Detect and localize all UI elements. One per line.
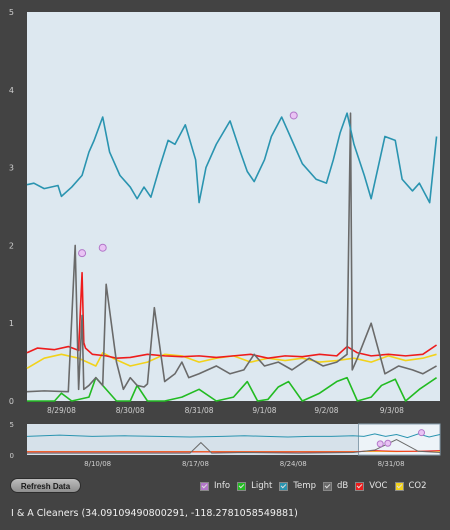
x-tick-label: 9/2/08 bbox=[314, 406, 338, 415]
legend: Info Light Temp dB VOC CO2 bbox=[200, 479, 434, 493]
plot-area bbox=[27, 12, 440, 401]
legend-checkbox[interactable] bbox=[394, 481, 404, 491]
x-tick-label: 9/3/08 bbox=[380, 406, 404, 415]
overview-x-tick-label: 8/24/08 bbox=[280, 460, 307, 468]
overview-info-marker[interactable] bbox=[384, 439, 392, 447]
legend-label: dB bbox=[336, 481, 349, 491]
overview-series-line-temp bbox=[26, 433, 441, 439]
overview-x-tick-label: 8/17/08 bbox=[182, 460, 209, 468]
y-tick-label: 1 bbox=[9, 319, 14, 328]
overview-x-tick-label: 8/10/08 bbox=[84, 460, 111, 468]
x-tick-label: 9/1/08 bbox=[252, 406, 276, 415]
overview-x-tick-label: 8/31/08 bbox=[378, 460, 405, 468]
location-label: I & A Cleaners (34.09109490800291, -118.… bbox=[11, 508, 298, 519]
y-tick-label: 4 bbox=[9, 86, 14, 95]
legend-item-info[interactable]: Info bbox=[200, 481, 230, 491]
legend-checkbox[interactable] bbox=[237, 481, 247, 491]
series-line-db bbox=[26, 112, 437, 393]
x-tick-label: 8/30/08 bbox=[116, 406, 145, 415]
legend-item-light[interactable]: Light bbox=[237, 481, 272, 491]
legend-item-voc[interactable]: VOC bbox=[355, 481, 388, 491]
overview-info-marker[interactable] bbox=[376, 440, 384, 448]
series-line-temp bbox=[26, 112, 438, 204]
legend-label: VOC bbox=[369, 481, 388, 491]
legend-label: CO2 bbox=[408, 481, 427, 491]
legend-label: Temp bbox=[293, 481, 316, 491]
series-line-voc bbox=[26, 271, 438, 360]
info-marker[interactable] bbox=[78, 249, 87, 258]
legend-item-temp[interactable]: Temp bbox=[279, 481, 316, 491]
legend-checkbox[interactable] bbox=[279, 481, 289, 491]
overview-series-line-db bbox=[27, 438, 441, 454]
overview-y-tick-label: 0 bbox=[10, 452, 14, 460]
legend-checkbox[interactable] bbox=[355, 481, 365, 491]
range-selector[interactable] bbox=[357, 423, 441, 456]
legend-item-co2[interactable]: CO2 bbox=[394, 481, 427, 491]
legend-item-db[interactable]: dB bbox=[322, 481, 349, 491]
y-tick-label: 2 bbox=[9, 241, 14, 250]
refresh-data-button[interactable]: Refresh Data bbox=[10, 478, 81, 493]
y-tick-label: 0 bbox=[9, 397, 14, 406]
legend-label: Light bbox=[251, 481, 273, 491]
legend-checkbox[interactable] bbox=[322, 481, 332, 491]
y-tick-label: 5 bbox=[9, 8, 14, 17]
main-chart[interactable]: 0 1 2 3 4 5 8/29/08 8/30/08 8/31/08 9/1/08 9/2/08 9… bbox=[0, 0, 450, 420]
info-marker[interactable] bbox=[98, 243, 107, 252]
info-marker[interactable] bbox=[289, 111, 298, 120]
x-tick-label: 8/29/08 bbox=[47, 406, 76, 415]
overview-chart[interactable]: 0 5 8/10/08 8/17/08 8/24/08 8/31/08 bbox=[0, 420, 450, 472]
y-tick-label: 3 bbox=[9, 164, 14, 173]
overview-info-marker[interactable] bbox=[418, 429, 426, 437]
x-tick-label: 8/31/08 bbox=[185, 406, 214, 415]
legend-label: Info bbox=[214, 481, 231, 491]
overview-y-tick-label: 5 bbox=[10, 421, 14, 429]
legend-checkbox[interactable] bbox=[200, 481, 209, 491]
